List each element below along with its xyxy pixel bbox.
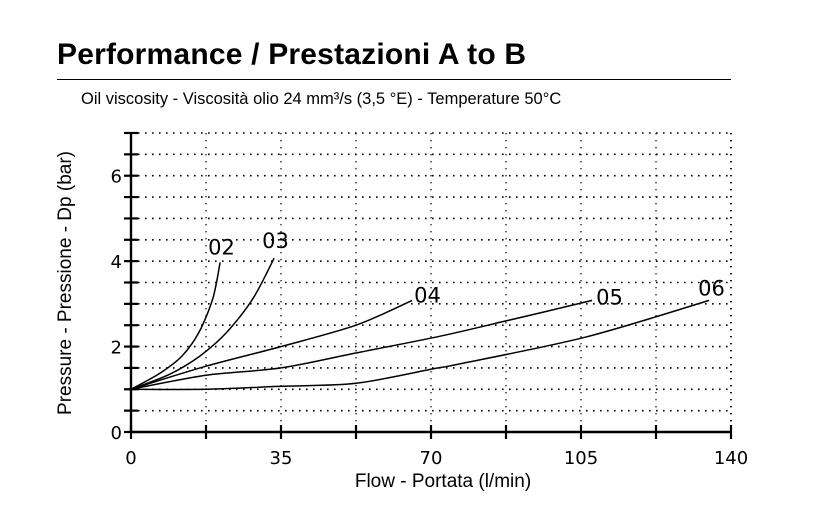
series-labels: 02 03 04 05 06 <box>208 229 725 309</box>
title-divider <box>57 79 731 80</box>
y-axis-label: Pressure - Pressione - Dp (bar) <box>55 151 76 415</box>
y-tick-label: 6 <box>111 167 122 188</box>
series-label-03: 03 <box>262 229 289 253</box>
series-line-03 <box>130 257 275 390</box>
x-tick-label: 35 <box>270 448 293 469</box>
series-label-06: 06 <box>698 276 725 300</box>
y-tick-label: 0 <box>111 423 122 444</box>
x-tick-label: 70 <box>420 448 443 469</box>
series-lines <box>130 257 710 391</box>
grid <box>131 132 732 432</box>
chart-subtitle: Oil viscosity - Viscosità olio 24 mm³/s … <box>81 90 562 108</box>
x-tick-label: 105 <box>564 448 598 469</box>
x-tick-label: 140 <box>714 448 748 469</box>
y-tick-label: 2 <box>111 338 122 359</box>
x-tick-label: 0 <box>125 448 136 469</box>
series-line-02 <box>130 262 221 390</box>
series-label-02: 02 <box>208 235 235 259</box>
x-axis-label: Flow - Portata (l/min) <box>355 471 531 492</box>
series-line-04 <box>130 299 413 391</box>
series-line-05 <box>130 299 593 391</box>
series-label-05: 05 <box>596 285 623 309</box>
series-label-04: 04 <box>414 283 441 307</box>
axes <box>124 131 733 439</box>
series-line-06 <box>130 299 710 391</box>
y-tick-label: 4 <box>111 252 122 273</box>
chart-title: Performance / Prestazioni A to B <box>57 38 527 71</box>
